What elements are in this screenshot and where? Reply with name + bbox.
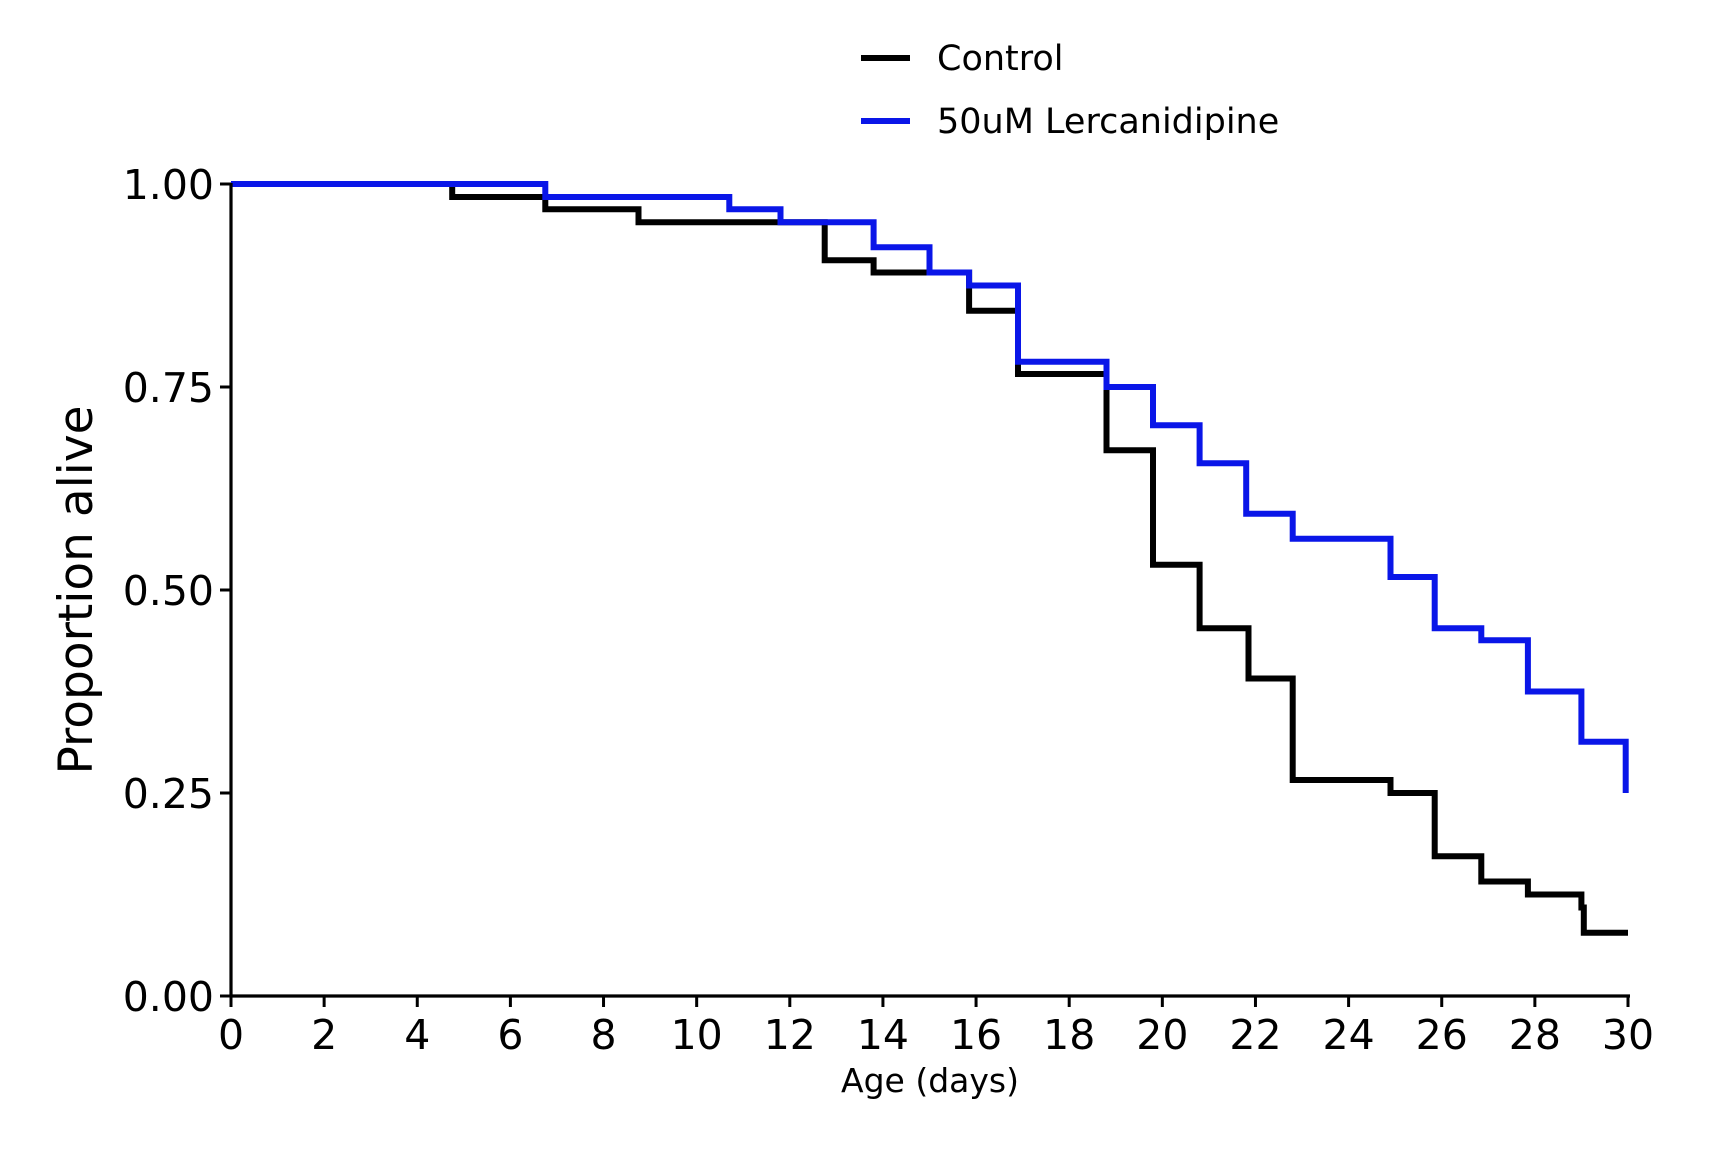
y-tick-label: 0.50 xyxy=(123,567,214,615)
y-tick-label: 1.00 xyxy=(123,161,214,209)
y-axis-ticks: 0.00 0.25 0.50 0.75 1.00 xyxy=(123,161,231,1021)
legend-label: 50uM Lercanidipine xyxy=(937,102,1279,142)
x-tick-label: 22 xyxy=(1229,1011,1281,1059)
series-line-lercanidipine xyxy=(231,181,1629,793)
x-axis-ticks: 0 2 4 6 8 10 12 14 16 18 20 22 24 26 28 30 xyxy=(218,996,1654,1059)
x-tick-label: 28 xyxy=(1509,1011,1561,1059)
x-tick-label: 6 xyxy=(497,1011,523,1059)
x-tick-label: 26 xyxy=(1416,1011,1468,1059)
y-axis-title: Proportion alive xyxy=(49,405,104,774)
x-tick-label: 20 xyxy=(1136,1011,1188,1059)
legend-label: Control xyxy=(937,39,1064,79)
x-tick-label: 14 xyxy=(857,1011,909,1059)
x-tick-label: 16 xyxy=(950,1011,1002,1059)
x-tick-label: 10 xyxy=(671,1011,723,1059)
x-tick-label: 12 xyxy=(764,1011,816,1059)
y-tick-label: 0.25 xyxy=(123,770,214,818)
y-tick-label: 0.00 xyxy=(123,973,214,1021)
legend: Control 50uM Lercanidipine xyxy=(861,39,1279,142)
x-tick-label: 24 xyxy=(1323,1011,1375,1059)
x-tick-label: 8 xyxy=(590,1011,616,1059)
x-axis-title: Age (days) xyxy=(841,1061,1019,1100)
x-tick-label: 30 xyxy=(1602,1011,1654,1059)
plot-series xyxy=(231,181,1629,936)
x-tick-label: 4 xyxy=(404,1011,430,1059)
x-tick-label: 18 xyxy=(1043,1011,1095,1059)
y-tick-label: 0.75 xyxy=(123,364,214,412)
x-tick-label: 2 xyxy=(311,1011,337,1059)
x-tick-label: 0 xyxy=(218,1011,244,1059)
series-line-control xyxy=(231,181,1628,936)
